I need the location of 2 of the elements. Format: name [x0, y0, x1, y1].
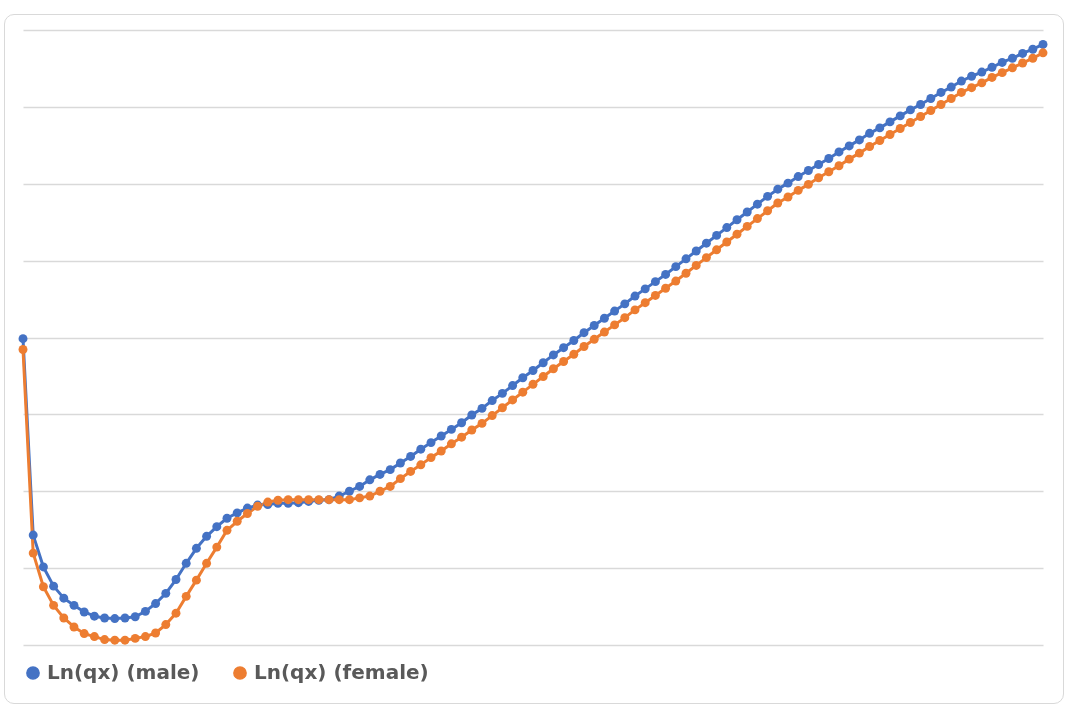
- legend-label: Ln(qx) (female): [254, 660, 429, 684]
- legend-label: Ln(qx) (male): [47, 660, 200, 684]
